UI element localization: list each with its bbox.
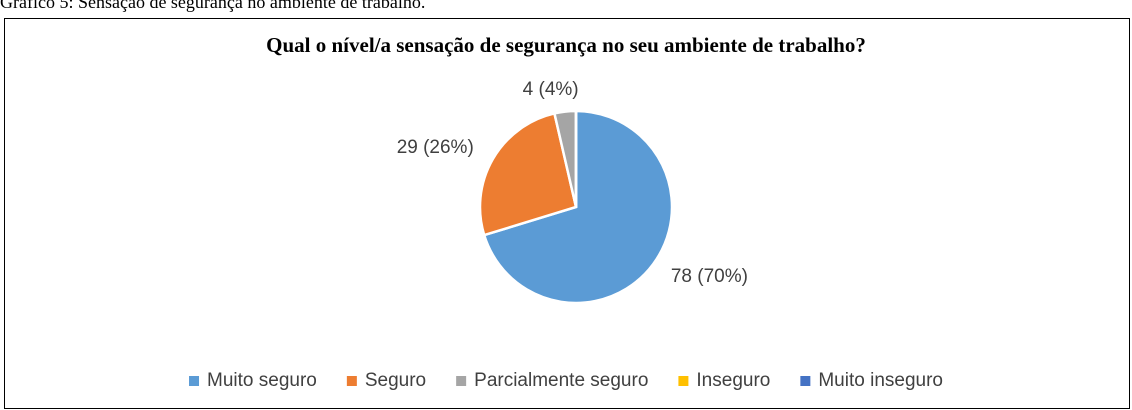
caption: Gráfico 5: Sensação de segurança no ambi… xyxy=(0,0,425,12)
chart-title: Qual o nível/a sensação de segurança no … xyxy=(266,33,866,57)
data-label: 4 (4%) xyxy=(523,79,579,100)
legend-swatch xyxy=(189,376,200,386)
legend-label: Muito seguro xyxy=(207,370,317,391)
legend-swatch xyxy=(346,376,357,386)
data-label: 29 (26%) xyxy=(397,137,474,158)
legend-swatch xyxy=(456,376,467,386)
pie-slice xyxy=(482,109,674,305)
legend-label: Parcialmente seguro xyxy=(474,370,648,391)
pie-slice xyxy=(478,111,578,237)
legend-label: Inseguro xyxy=(696,370,770,391)
data-label: 78 (70%) xyxy=(671,266,748,287)
legend-swatch xyxy=(800,376,811,386)
legend-swatch xyxy=(678,376,689,386)
legend-label: Muito inseguro xyxy=(818,370,943,391)
legend-label: Seguro xyxy=(365,370,426,391)
